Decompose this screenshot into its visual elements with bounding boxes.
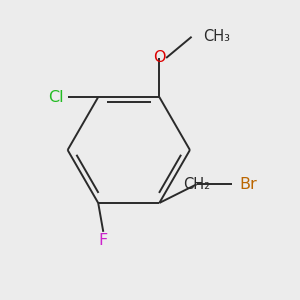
Text: CH₂: CH₂ (183, 177, 210, 192)
Text: O: O (153, 50, 166, 65)
Text: Cl: Cl (48, 89, 64, 104)
Text: F: F (99, 233, 108, 248)
Text: CH₃: CH₃ (203, 29, 230, 44)
Text: Br: Br (239, 177, 257, 192)
